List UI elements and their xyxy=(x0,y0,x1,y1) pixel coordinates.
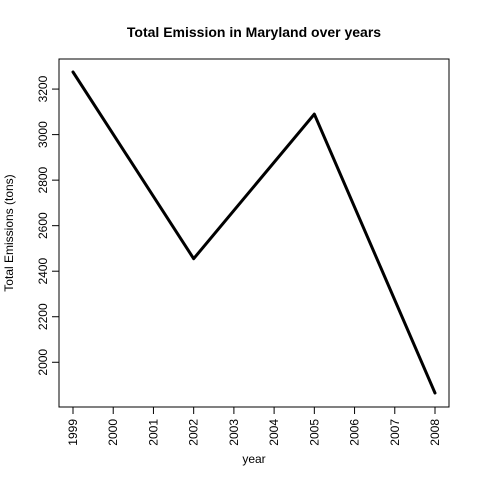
y-tick-label: 3200 xyxy=(36,75,50,102)
x-tick-label: 2003 xyxy=(227,419,241,446)
y-tick-label: 2400 xyxy=(36,258,50,285)
x-axis: 1999 2000 2001 2002 2003 2004 2005 2006 2007 2008 xyxy=(66,407,442,446)
x-tick-label: 2000 xyxy=(106,419,120,446)
chart-title: Total Emission in Maryland over years xyxy=(127,24,381,40)
x-tick-label: 2007 xyxy=(388,419,402,446)
x-tick-label: 2008 xyxy=(428,419,442,446)
y-tick-label: 3000 xyxy=(36,121,50,148)
x-tick-label: 2005 xyxy=(307,419,321,446)
y-tick-label: 2800 xyxy=(36,166,50,193)
y-axis: 2000 2200 2400 2600 2800 3000 3200 xyxy=(36,75,59,376)
x-tick-label: 1999 xyxy=(66,419,80,446)
x-axis-label: year xyxy=(242,452,265,466)
x-tick-label: 2002 xyxy=(187,419,201,446)
y-tick-label: 2600 xyxy=(36,212,50,239)
plot-frame xyxy=(58,58,450,408)
series-layer xyxy=(71,70,437,395)
y-axis-label: Total Emissions (tons) xyxy=(2,174,16,291)
x-tick-label: 2001 xyxy=(146,419,160,446)
y-tick-label: 2200 xyxy=(36,303,50,330)
emission-series-line xyxy=(71,70,437,395)
y-tick-label: 2000 xyxy=(36,349,50,376)
x-tick-label: 2004 xyxy=(267,419,281,446)
x-tick-label: 2006 xyxy=(348,419,362,446)
